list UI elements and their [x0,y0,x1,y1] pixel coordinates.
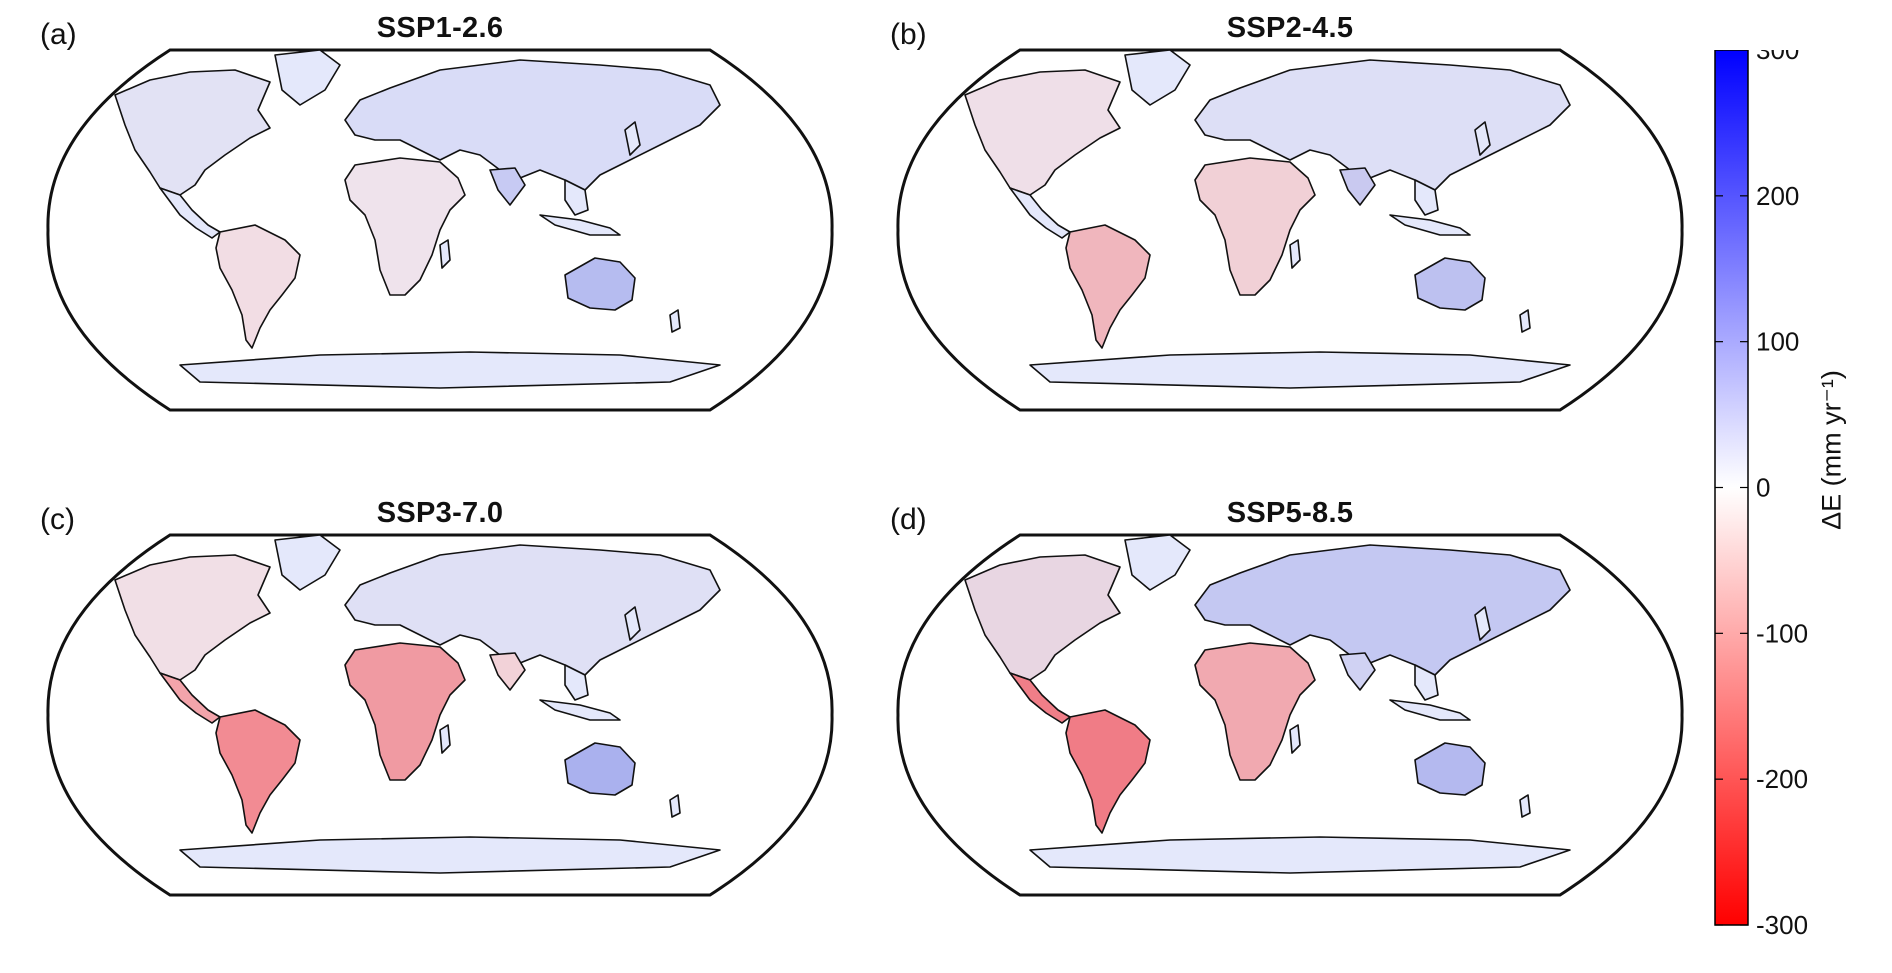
landmass-se-asia [1414,179,1439,216]
landmass-australia [1414,257,1486,311]
landmass-antarctica [179,836,721,874]
landmass-japan [1474,121,1491,156]
world-map-c [46,533,834,897]
landmass-north-america [964,554,1121,681]
landmass-europe-asia [1194,544,1571,676]
landmass-new-zealand [669,794,681,818]
landmass-europe-asia [1194,59,1571,191]
landmass-madagascar [1289,724,1301,754]
colorbar-tick-label: 300 [1756,50,1799,65]
landmass-antarctica [179,351,721,389]
landmass-greenland [1124,49,1191,106]
panel-title-d: SSP5-8.5 [1226,497,1354,529]
landmass-japan [624,606,641,641]
panel-a: (a) SSP1-2.6 [20,10,860,480]
panel-title-b: SSP2-4.5 [1226,12,1354,44]
landmass-new-zealand [1519,794,1531,818]
landmass-se-asia [564,179,589,216]
colorbar-tick-label: 100 [1756,327,1799,357]
landmass-indonesia [539,214,621,236]
landmass-madagascar [439,239,451,269]
colorbar-tick-label: -100 [1756,618,1808,648]
panel-b: (b) SSP2-4.5 [870,10,1710,480]
panel-label-d: (d) [890,503,927,536]
panel-d: (d) SSP5-8.5 [870,495,1710,965]
colorbar-svg: 300 200 100 0 -100 -200 -300 [1714,50,1808,940]
landmass-madagascar [439,724,451,754]
colorbar: 300 200 100 0 -100 -200 -300 ΔE (mm yr⁻¹) [1700,50,1892,950]
landmass-japan [1474,606,1491,641]
landmass-australia [1414,742,1486,796]
landmass-south-america [1065,224,1151,349]
panel-c: (c) SSP3-7.0 [20,495,860,965]
world-map-a [46,48,834,412]
landmass-africa [1194,642,1316,781]
colorbar-tick-label: -200 [1756,764,1808,794]
landmass-new-zealand [669,309,681,333]
landmass-indonesia [539,699,621,721]
panel-title-a: SSP1-2.6 [376,12,504,44]
colorbar-label: ΔE (mm yr⁻¹) [1816,370,1847,530]
panel-label-b: (b) [890,18,927,51]
panel-label-c: (c) [40,503,75,536]
landmass-japan [624,121,641,156]
landmass-india [1339,167,1376,206]
landmass-africa [344,642,466,781]
landmass-india [1339,652,1376,691]
landmass-india [489,652,526,691]
landmass-antarctica [1029,351,1571,389]
colorbar-tick-label: -300 [1756,910,1808,940]
panel-label-a: (a) [40,18,77,51]
landmass-new-zealand [1519,309,1531,333]
landmass-north-america [964,69,1121,196]
landmass-greenland [274,534,341,591]
landmass-greenland [1124,534,1191,591]
landmass-australia [564,742,636,796]
world-map-b [896,48,1684,412]
landmass-south-america [215,224,301,349]
landmass-australia [564,257,636,311]
panel-title-c: SSP3-7.0 [376,497,504,529]
landmass-north-america [114,69,271,196]
landmass-indonesia [1389,699,1471,721]
landmass-europe-asia [344,544,721,676]
landmass-africa [344,157,466,296]
landmass-madagascar [1289,239,1301,269]
landmass-indonesia [1389,214,1471,236]
world-map-d [896,533,1684,897]
landmass-se-asia [564,664,589,701]
landmass-south-america [215,709,301,834]
landmass-south-america [1065,709,1151,834]
colorbar-tick-label: 200 [1756,181,1799,211]
landmass-europe-asia [344,59,721,191]
landmass-north-america [114,554,271,681]
landmass-antarctica [1029,836,1571,874]
landmass-greenland [274,49,341,106]
landmass-se-asia [1414,664,1439,701]
landmass-india [489,167,526,206]
colorbar-ticks: 300 200 100 0 -100 -200 -300 [1715,50,1808,940]
landmass-africa [1194,157,1316,296]
colorbar-tick-label: 0 [1756,473,1770,503]
